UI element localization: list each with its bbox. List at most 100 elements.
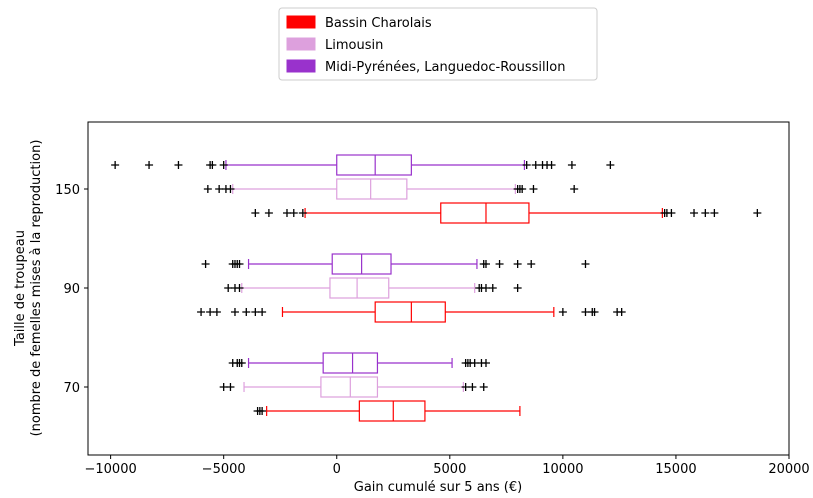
outlier-marker bbox=[258, 407, 267, 415]
outlier-marker bbox=[251, 308, 260, 316]
legend-swatch-bassin-charolais bbox=[286, 15, 316, 29]
outlier-marker bbox=[479, 383, 488, 391]
outlier-marker bbox=[558, 308, 567, 316]
y-axis-label-line2: (nombre de femelles mises à la reproduct… bbox=[29, 140, 44, 437]
outlier-marker bbox=[289, 209, 298, 217]
outlier-marker bbox=[470, 359, 479, 367]
outlier-marker bbox=[258, 308, 267, 316]
outlier-marker bbox=[212, 308, 221, 316]
outlier-marker bbox=[174, 161, 183, 169]
y-tick-label: 150 bbox=[55, 183, 80, 198]
outlier-marker bbox=[527, 260, 536, 268]
box-iqr bbox=[374, 301, 446, 323]
box-70-series-1 bbox=[219, 376, 488, 398]
y-tick-label: 70 bbox=[63, 381, 80, 396]
outlier-marker bbox=[298, 209, 307, 217]
outlier-marker bbox=[230, 308, 239, 316]
box-iqr bbox=[336, 154, 412, 176]
outlier-marker bbox=[495, 260, 504, 268]
outlier-marker bbox=[513, 284, 522, 292]
legend-swatch-midi-pyrenees bbox=[286, 59, 316, 73]
outlier-marker bbox=[264, 209, 273, 217]
box-70-series-2 bbox=[228, 352, 490, 374]
outlier-marker bbox=[111, 161, 120, 169]
legend-label-midi-pyrenees: Midi-Pyrénées, Languedoc-Roussillon bbox=[325, 60, 565, 75]
outlier-marker bbox=[208, 161, 217, 169]
outlier-marker bbox=[667, 209, 676, 217]
legend-label-limousin: Limousin bbox=[325, 38, 383, 53]
box-150-series-0 bbox=[251, 202, 762, 224]
outlier-marker bbox=[570, 185, 579, 193]
outlier-marker bbox=[590, 308, 599, 316]
outlier-marker bbox=[522, 161, 531, 169]
box-150-series-2 bbox=[111, 154, 615, 176]
box-iqr bbox=[358, 400, 426, 422]
outlier-marker bbox=[710, 209, 719, 217]
outlier-marker bbox=[581, 260, 590, 268]
y-tick-label: 90 bbox=[63, 282, 80, 297]
outlier-marker bbox=[242, 308, 251, 316]
outlier-marker bbox=[518, 185, 527, 193]
y-axis: 150 90 70 bbox=[55, 183, 88, 396]
outlier-marker bbox=[282, 209, 291, 217]
outlier-marker bbox=[567, 161, 576, 169]
legend: Bassin Charolais Limousin Midi-Pyrénées,… bbox=[278, 7, 598, 81]
outlier-marker bbox=[547, 161, 556, 169]
box-group-90 bbox=[197, 253, 626, 323]
box-iqr bbox=[336, 178, 408, 200]
x-tick-label: −5000 bbox=[202, 462, 246, 477]
x-tick-label: 5000 bbox=[433, 462, 466, 477]
box-group-150 bbox=[111, 154, 762, 224]
y-axis-label-line1: Taille de troupeau bbox=[13, 230, 28, 347]
outlier-marker bbox=[235, 260, 244, 268]
box-iqr bbox=[322, 352, 379, 374]
outlier-marker bbox=[197, 308, 206, 316]
x-axis-label: Gain cumulé sur 5 ans (€) bbox=[354, 480, 522, 495]
outlier-marker bbox=[224, 284, 233, 292]
outlier-marker bbox=[237, 359, 246, 367]
outlier-marker bbox=[235, 284, 244, 292]
outlier-marker bbox=[481, 260, 490, 268]
outlier-marker bbox=[488, 284, 497, 292]
box-90-series-0 bbox=[197, 301, 626, 323]
chart-marks bbox=[111, 154, 762, 422]
outlier-marker bbox=[206, 308, 215, 316]
outlier-marker bbox=[701, 209, 710, 217]
outlier-marker bbox=[481, 284, 490, 292]
box-group-70 bbox=[219, 352, 521, 422]
box-70-series-0 bbox=[253, 400, 521, 422]
outlier-marker bbox=[529, 185, 538, 193]
outlier-marker bbox=[203, 185, 212, 193]
x-tick-label: 20000 bbox=[768, 462, 809, 477]
box-90-series-2 bbox=[201, 253, 590, 275]
outlier-marker bbox=[531, 161, 540, 169]
outlier-marker bbox=[461, 383, 470, 391]
box-150-series-1 bbox=[203, 178, 579, 200]
outlier-marker bbox=[581, 308, 590, 316]
box-90-series-1 bbox=[224, 277, 522, 299]
outlier-marker bbox=[468, 383, 477, 391]
x-axis: −10000 −5000 0 5000 10000 15000 20000 bbox=[84, 455, 810, 477]
legend-label-bassin-charolais: Bassin Charolais bbox=[325, 16, 432, 31]
outlier-marker bbox=[753, 209, 762, 217]
outlier-marker bbox=[215, 185, 224, 193]
outlier-marker bbox=[201, 260, 210, 268]
outlier-marker bbox=[226, 383, 235, 391]
x-tick-label: 0 bbox=[333, 462, 341, 477]
outlier-marker bbox=[617, 308, 626, 316]
box-iqr bbox=[320, 376, 379, 398]
outlier-marker bbox=[690, 209, 699, 217]
outlier-marker bbox=[219, 383, 228, 391]
outlier-marker bbox=[606, 161, 615, 169]
legend-swatch-limousin bbox=[286, 37, 316, 51]
legend-frame bbox=[278, 7, 598, 81]
x-tick-label: −10000 bbox=[84, 462, 136, 477]
outlier-marker bbox=[481, 359, 490, 367]
box-iqr bbox=[440, 202, 530, 224]
outlier-marker bbox=[219, 161, 228, 169]
outlier-marker bbox=[226, 185, 235, 193]
outlier-marker bbox=[513, 260, 522, 268]
outlier-marker bbox=[251, 209, 260, 217]
x-tick-label: 15000 bbox=[655, 462, 696, 477]
